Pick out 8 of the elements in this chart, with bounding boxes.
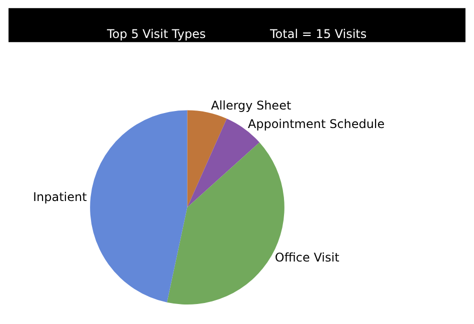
chart-subtitle: Total = 15 Visits: [269, 27, 367, 41]
slice-label: Inpatient: [32, 190, 88, 204]
pie-slice: [90, 110, 188, 302]
slice-label: Allergy Sheet: [210, 98, 292, 113]
slice-label: Appointment Schedule: [248, 117, 385, 132]
slice-label: Office Visit: [274, 250, 340, 265]
chart-title: Top 5 Visit Types: [106, 27, 206, 41]
pie-slice: [187, 110, 227, 208]
